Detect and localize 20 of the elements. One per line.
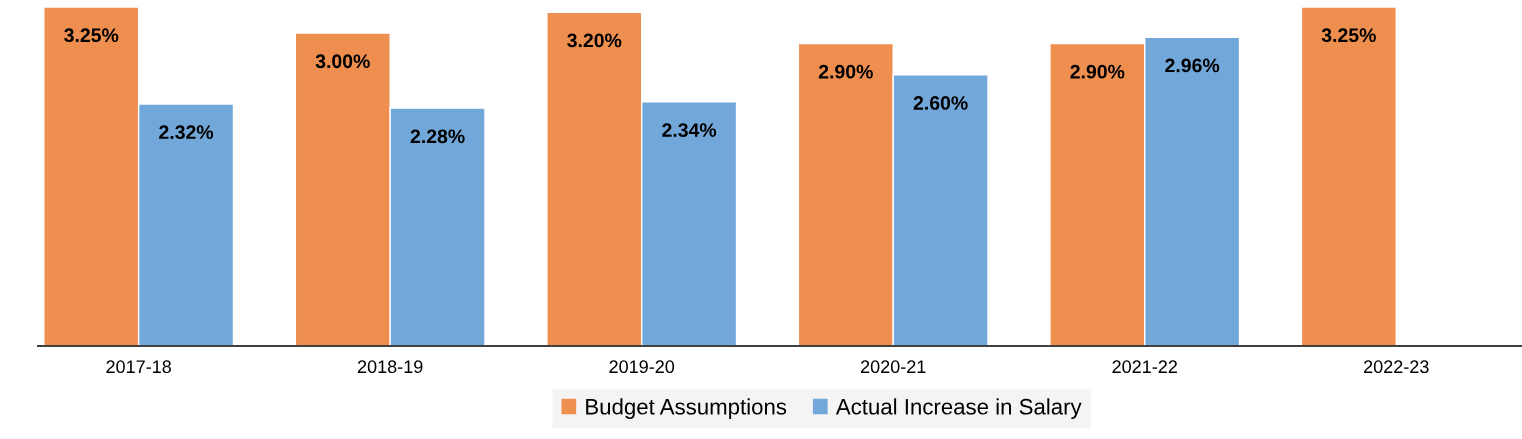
bar bbox=[1300, 7, 1397, 346]
data-label: 2.32% bbox=[159, 125, 214, 140]
data-label: 3.25% bbox=[1321, 28, 1376, 43]
legend-label: Budget Assumptions bbox=[586, 398, 787, 419]
data-label: 3.25% bbox=[64, 28, 119, 43]
x-tick-label: 2018-19 bbox=[357, 360, 423, 374]
data-label: 2.90% bbox=[1070, 64, 1125, 79]
x-tick-label: 2020-21 bbox=[860, 360, 926, 374]
x-tick-label: 2017-18 bbox=[106, 360, 172, 374]
x-tick-label: 2022-23 bbox=[1364, 360, 1429, 374]
x-tick-label: 2021-22 bbox=[1112, 360, 1177, 374]
data-label: 2.60% bbox=[913, 96, 968, 110]
data-label: 2.96% bbox=[1165, 58, 1220, 73]
data-label: 3.20% bbox=[567, 33, 622, 48]
data-label: 2.28% bbox=[410, 129, 465, 144]
data-label: 3.00% bbox=[315, 54, 370, 69]
x-tick-label: 2019-20 bbox=[609, 360, 675, 374]
data-label: 2.34% bbox=[662, 123, 717, 137]
legend-label: Actual Increase in Salary bbox=[835, 398, 1082, 419]
data-label: 2.90% bbox=[818, 64, 873, 79]
